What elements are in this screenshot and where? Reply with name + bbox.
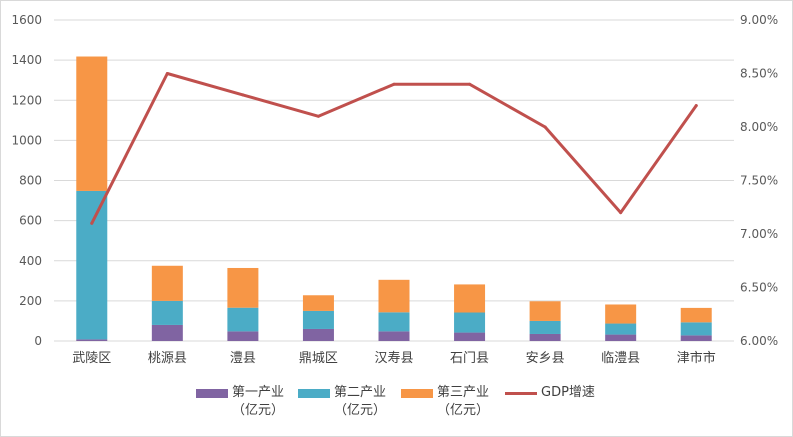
legend-item-primary: 第一产业 （亿元）: [196, 384, 284, 420]
y-right-tick-label: 9.00%: [740, 13, 778, 27]
bar-segment-2: [76, 190, 108, 340]
gdp-growth-point: [392, 82, 396, 86]
bar-segment-3: [76, 56, 108, 191]
bar-segment-3: [605, 304, 637, 324]
bar-segment-1: [227, 331, 259, 341]
y-right-tick-label: 6.50%: [740, 281, 778, 295]
x-category-label: 桃源县: [148, 351, 187, 366]
legend-swatch-tertiary: [401, 389, 433, 398]
legend-label-primary: 第一产业 （亿元）: [232, 385, 285, 418]
bar-segment-3: [529, 301, 561, 321]
bar-segment-3: [378, 279, 410, 313]
gdp-growth-point: [543, 125, 547, 129]
x-category-label: 澧县: [230, 351, 256, 366]
bar-segment-1: [76, 339, 108, 341]
bar-segment-3: [151, 265, 183, 301]
bar-segment-2: [378, 312, 410, 332]
bar-segment-2: [302, 310, 334, 329]
y-left-tick-label: 200: [19, 294, 42, 308]
y-left-tick-label: 400: [19, 254, 42, 268]
legend-label-gdp: GDP增速: [541, 385, 595, 400]
y-left-tick-label: 1600: [11, 13, 42, 27]
y-right-tick-label: 8.00%: [740, 120, 778, 134]
x-category-label: 安乡县: [526, 351, 565, 366]
legend-label-secondary: 第二产业 （亿元）: [334, 385, 387, 418]
bar-segment-3: [454, 284, 486, 313]
legend-swatch-primary: [196, 389, 228, 398]
x-category-label: 汉寿县: [374, 351, 413, 366]
y-right-tick-label: 8.50%: [740, 67, 778, 81]
x-category-label: 津市市: [677, 350, 716, 366]
bar-segment-1: [680, 335, 712, 341]
bar-segment-2: [605, 323, 637, 335]
y-left-tick-label: 800: [19, 174, 42, 188]
y-left-tick-label: 0: [34, 334, 42, 348]
bar-segment-1: [605, 334, 637, 341]
y-right-tick-label: 7.50%: [740, 174, 778, 188]
y-right-tick-label: 7.00%: [740, 227, 778, 241]
y-left-tick-label: 1000: [11, 133, 42, 147]
y-left-tick-label: 600: [19, 214, 42, 228]
bar-segment-1: [454, 332, 486, 341]
bar-segment-3: [302, 295, 334, 311]
x-category-label: 临澧县: [601, 351, 640, 366]
gdp-growth-point: [468, 82, 472, 86]
y-left-tick-label: 1200: [11, 93, 42, 107]
x-category-label: 石门县: [450, 351, 489, 366]
bar-segment-1: [151, 324, 183, 341]
gdp-growth-point: [165, 72, 169, 75]
bar-segment-3: [227, 267, 259, 308]
legend-item-secondary: 第二产业 （亿元）: [298, 384, 386, 420]
gdp-growth-point: [241, 93, 245, 97]
legend-item-gdp: GDP增速: [505, 384, 595, 402]
x-category-label: 鼎城区: [299, 351, 338, 366]
bar-segment-3: [680, 307, 712, 323]
bar-segment-2: [151, 300, 183, 325]
y-left-tick-label: 1400: [11, 53, 42, 67]
bar-segment-1: [302, 328, 334, 341]
gdp-growth-point: [316, 114, 320, 118]
x-category-label: 武陵区: [72, 351, 111, 366]
bar-segment-1: [529, 333, 561, 341]
gdp-growth-point: [619, 211, 623, 215]
gdp-growth-line: [90, 72, 698, 225]
gdp-growth-point: [90, 221, 94, 225]
bar-segment-2: [454, 312, 486, 333]
y-right-tick-label: 6.00%: [740, 334, 778, 348]
gdp-growth-point: [694, 104, 698, 108]
legend-line-gdp: [505, 392, 537, 395]
legend-item-tertiary: 第三产业 （亿元）: [401, 384, 489, 420]
bar-segment-2: [227, 307, 259, 332]
legend-swatch-secondary: [298, 389, 330, 398]
bar-segment-1: [378, 331, 410, 341]
bar-segment-2: [529, 320, 561, 334]
legend: 第一产业 （亿元） 第二产业 （亿元） 第三产业 （亿元） GDP增速: [0, 384, 793, 424]
bar-segment-2: [680, 322, 712, 336]
legend-label-tertiary: 第三产业 （亿元）: [437, 385, 490, 418]
